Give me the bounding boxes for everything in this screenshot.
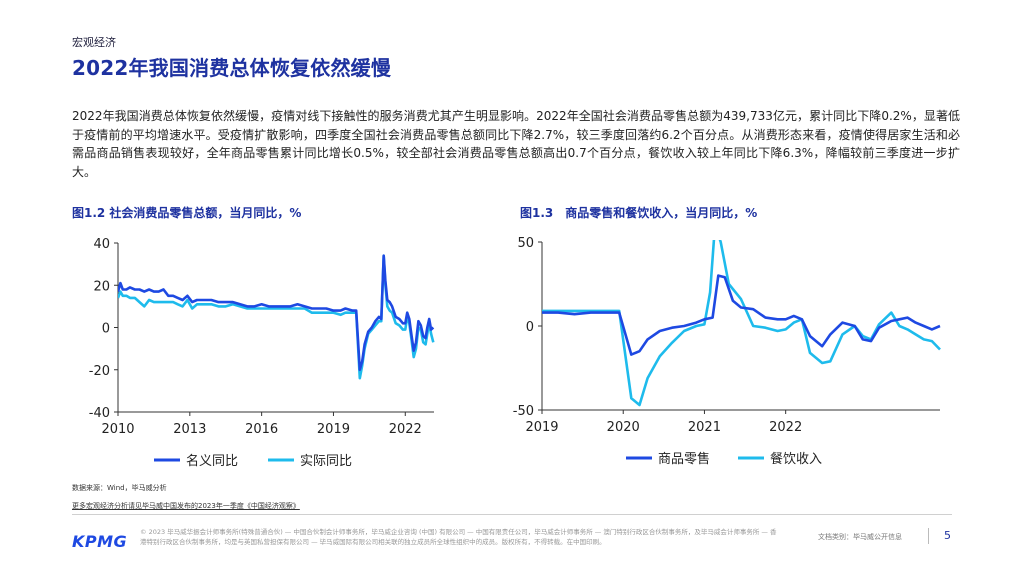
- legend-label: 餐饮收入: [770, 451, 822, 467]
- more-analysis-link[interactable]: 更多宏观经济分析请见毕马威中国发布的2023年一季度《中国经济观察》: [72, 502, 300, 510]
- body-paragraph: 2022年我国消费总体恢复依然缓慢，疫情对线下接触性的服务消费尤其产生明显影响。…: [72, 109, 960, 179]
- kpmg-logo: KPMG: [72, 532, 128, 551]
- y-tick-label: 50: [517, 236, 534, 251]
- y-tick-label: 20: [93, 279, 110, 294]
- x-tick-label: 2022: [389, 422, 422, 437]
- y-tick-label: -40: [89, 406, 110, 421]
- legend-label: 名义同比: [186, 453, 238, 469]
- series-line-餐饮收入: [542, 240, 941, 407]
- footer-divider: [72, 514, 952, 515]
- y-tick-label: 0: [102, 322, 110, 337]
- data-source-note: 数据来源：Wind，毕马威分析: [72, 484, 167, 492]
- series-line-商品零售: [542, 274, 941, 356]
- legend-label: 商品零售: [658, 451, 710, 467]
- chart1-title: 图1.2 社会消费品零售总额，当月同比，%: [72, 206, 302, 220]
- chart2-title: 图1.3 商品零售和餐饮收入，当月同比，%: [520, 206, 758, 220]
- y-tick-label: 0: [526, 320, 534, 335]
- x-tick-label: 2020: [607, 420, 640, 435]
- x-tick-label: 2013: [173, 422, 206, 437]
- series-line-名义同比: [118, 254, 435, 372]
- x-tick-label: 2022: [769, 420, 802, 435]
- x-tick-label: 2010: [101, 422, 134, 437]
- page-number-divider: [928, 528, 929, 544]
- x-tick-label: 2019: [525, 420, 558, 435]
- page-title: 2022年我国消费总体恢复依然缓慢: [72, 56, 392, 80]
- page-number: 5: [944, 529, 951, 542]
- x-tick-label: 2019: [317, 422, 350, 437]
- document-classification: 文档类别：毕马威公开信息: [818, 533, 902, 541]
- y-tick-label: 40: [93, 237, 110, 252]
- legal-notice: © 2023 毕马威华振会计师事务所(特殊普通合伙) — 中国合伙制会计师事务所…: [140, 528, 777, 546]
- x-tick-label: 2021: [688, 420, 721, 435]
- y-tick-label: -50: [513, 404, 534, 419]
- x-tick-label: 2016: [245, 422, 278, 437]
- legend-label: 实际同比: [300, 454, 352, 469]
- y-tick-label: -20: [89, 364, 110, 379]
- section-label: 宏观经济: [72, 36, 116, 49]
